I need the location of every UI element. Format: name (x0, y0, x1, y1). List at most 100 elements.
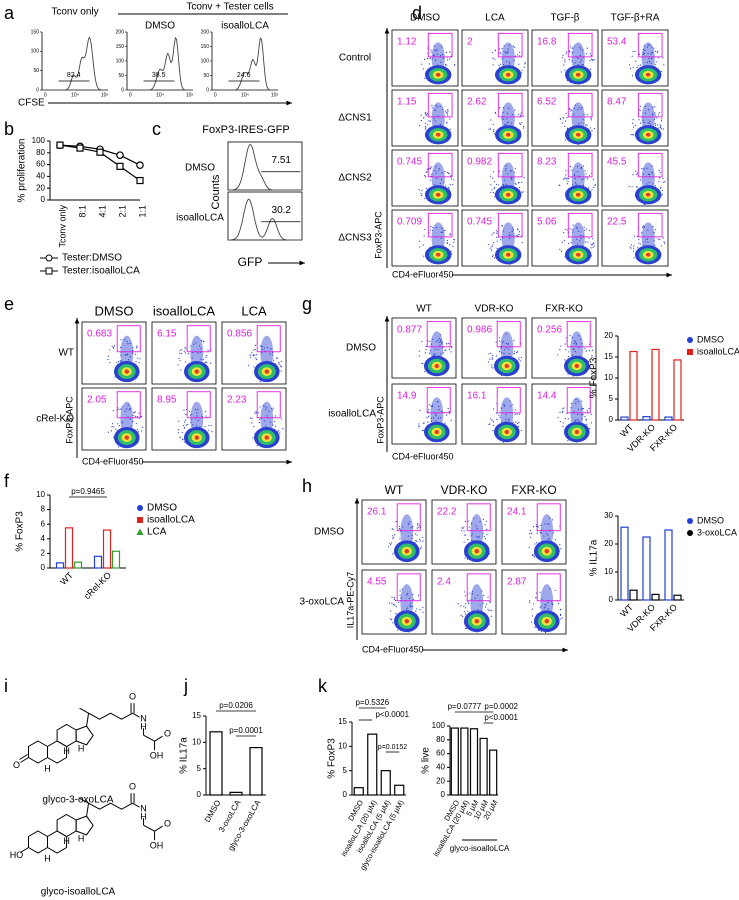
event-dot (642, 227, 644, 229)
event-dot (587, 241, 589, 243)
event-dot (137, 431, 140, 433)
event-dot (411, 534, 413, 537)
event-dot (471, 599, 473, 601)
event-dot (440, 237, 442, 240)
event-dot (410, 606, 412, 608)
event-dot (251, 351, 253, 353)
event-dot (493, 232, 495, 234)
event-dot (463, 591, 466, 593)
x-tick-label: 1:1 (137, 205, 147, 218)
panel-letter: f (4, 471, 10, 491)
event-dot (661, 193, 663, 195)
event-dot (507, 121, 509, 123)
event-dot (568, 58, 570, 61)
event-dot (414, 533, 417, 535)
event-dot (489, 601, 491, 603)
event-dot (513, 339, 515, 342)
event-dot (467, 601, 469, 603)
event-dot (392, 536, 395, 538)
event-dot (391, 528, 393, 530)
event-dot (183, 350, 185, 352)
event-dot (461, 527, 463, 529)
event-dot (398, 601, 400, 604)
event-dot (496, 247, 498, 250)
gate-value: 26.1 (367, 507, 387, 518)
density (575, 132, 581, 137)
event-dot (422, 540, 424, 542)
event-dot (492, 429, 494, 432)
event-dot (274, 421, 276, 423)
event-dot (270, 348, 272, 350)
event-dot (516, 413, 518, 415)
event-dot (509, 237, 511, 239)
event-dot (663, 241, 665, 243)
event-dot (135, 361, 137, 363)
y-axis-label: % live (421, 747, 432, 774)
event-dot (589, 59, 591, 62)
event-dot (653, 47, 655, 49)
event-dot (503, 405, 505, 408)
event-dot (506, 51, 508, 54)
event-dot (447, 186, 450, 189)
event-dot (574, 340, 576, 342)
event-dot (573, 173, 576, 176)
event-dot (428, 63, 430, 65)
event-dot (548, 538, 550, 540)
x-tick-label: 10⁵ (101, 92, 109, 98)
gate-value: 2.23 (227, 395, 247, 406)
gate (427, 32, 453, 58)
event-dot (177, 364, 179, 366)
event-dot (660, 70, 662, 73)
event-dot (517, 425, 520, 428)
y-tick-label: 0 (121, 87, 124, 93)
event-dot (593, 127, 596, 130)
event-dot (485, 606, 487, 608)
event-dot (200, 347, 202, 349)
event-dot (111, 426, 113, 428)
event-dot (559, 118, 562, 120)
event-dot (585, 419, 587, 421)
event-dot (180, 369, 182, 371)
event-dot (561, 122, 563, 124)
event-dot (177, 432, 180, 434)
event-dot (514, 409, 516, 411)
event-dot (434, 120, 436, 122)
event-dot (205, 356, 207, 358)
density (474, 548, 480, 554)
legend-label: Tester:DMSO (62, 253, 122, 264)
density (504, 363, 510, 369)
event-dot (114, 376, 116, 378)
event-dot (491, 189, 493, 191)
event-dot (433, 117, 435, 119)
event-dot (254, 354, 256, 356)
event-dot (511, 114, 514, 116)
event-dot (192, 351, 194, 354)
gate-value: 8.47 (607, 97, 627, 108)
bond (86, 712, 133, 727)
column-label: LCA (485, 13, 505, 24)
event-dot (464, 520, 466, 523)
panel-letter: b (4, 119, 14, 139)
event-dot (434, 45, 436, 47)
event-dot (389, 618, 392, 620)
event-dot (439, 417, 442, 419)
event-dot (395, 606, 397, 608)
event-dot (439, 339, 442, 341)
event-dot (389, 610, 392, 612)
event-dot (431, 406, 434, 408)
event-dot (534, 626, 536, 628)
event-dot (204, 426, 206, 428)
bond (132, 712, 140, 718)
event-dot (450, 351, 452, 353)
event-dot (647, 122, 649, 124)
gate (536, 573, 561, 602)
histogram-trace (42, 36, 108, 91)
event-dot (654, 185, 656, 187)
event-dot (422, 611, 424, 613)
event-dot (434, 59, 437, 61)
event-dot (559, 613, 562, 616)
event-dot (446, 122, 448, 124)
event-dot (181, 431, 183, 434)
atom-label: H (44, 853, 51, 863)
event-dot (463, 526, 465, 528)
